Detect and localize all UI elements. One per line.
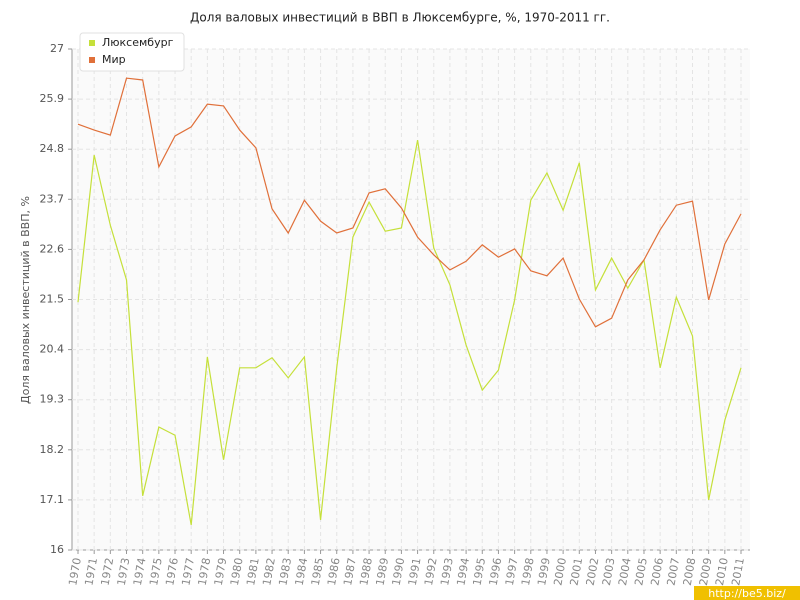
legend-box <box>79 32 185 72</box>
x-tick-label: 1989 <box>373 557 391 587</box>
x-tick-label: 1996 <box>487 557 505 587</box>
x-tick-label: 1985 <box>309 557 327 587</box>
x-tick-label: 1991 <box>406 557 424 587</box>
x-tick-label: 1990 <box>390 557 408 587</box>
x-tick-label: 1988 <box>357 557 375 587</box>
x-tick-label: 1994 <box>454 557 472 587</box>
x-tick-label: 2005 <box>632 557 650 587</box>
y-tick-label: 27 <box>50 42 64 55</box>
x-tick-label: 1973 <box>115 557 133 587</box>
y-tick-label: 22.6 <box>40 242 65 255</box>
x-tick-label: 1993 <box>438 557 456 587</box>
series-line <box>77 139 742 526</box>
x-tick-label: 2007 <box>665 557 683 587</box>
x-tick-label: 1999 <box>535 557 553 587</box>
x-tick-label: 2004 <box>616 557 634 587</box>
x-tick-label: 1976 <box>163 557 181 587</box>
x-tick-label: 1984 <box>293 557 311 587</box>
watermark-bg <box>694 586 800 600</box>
legend-swatch <box>89 57 95 63</box>
x-tick-label: 1974 <box>131 557 149 587</box>
x-tick-label: 1982 <box>260 557 278 587</box>
x-tick-label: 1979 <box>212 557 230 587</box>
x-tick-label: 1986 <box>325 557 343 587</box>
x-tick-label: 2011 <box>729 557 747 587</box>
x-tick-label: 2001 <box>568 557 586 587</box>
x-tick-label: 2008 <box>681 557 699 587</box>
x-tick-label: 2002 <box>584 557 602 587</box>
y-tick-label: 23.7 <box>40 192 65 205</box>
x-tick-label: 1972 <box>99 557 117 587</box>
y-tick-label: 19.3 <box>40 393 65 406</box>
x-tick-label: 1998 <box>519 557 537 587</box>
x-tick-label: 1971 <box>82 557 100 587</box>
watermark: http://be5.biz/ <box>708 587 786 600</box>
x-tick-label: 1977 <box>179 557 197 587</box>
x-tick-label: 2003 <box>600 557 618 587</box>
y-tick-label: 21.5 <box>40 293 65 306</box>
y-tick-label: 16 <box>50 543 64 556</box>
y-tick-label: 17.1 <box>40 493 65 506</box>
x-tick-label: 1995 <box>471 557 489 587</box>
y-axis-label: Доля валовых инвестиций в ВВП, % <box>19 196 32 404</box>
x-tick-label: 2010 <box>713 557 731 587</box>
chart-title: Доля валовых инвестиций в ВВП в Люксембу… <box>190 11 610 25</box>
x-tick-label: 1997 <box>503 557 521 587</box>
x-tick-label: 1980 <box>228 557 246 587</box>
y-tick-label: 25.9 <box>40 92 65 105</box>
y-tick-label: 18.2 <box>40 443 65 456</box>
legend-label: Люксембург <box>102 36 174 49</box>
y-tick-label: 20.4 <box>40 343 65 356</box>
x-tick-label: 1983 <box>276 557 294 587</box>
x-tick-label: 1987 <box>341 557 359 587</box>
x-tick-label: 1992 <box>422 557 440 587</box>
legend-swatch <box>89 40 95 46</box>
x-tick-label: 1981 <box>244 557 262 587</box>
x-tick-label: 2000 <box>551 557 569 587</box>
x-tick-label: 2006 <box>648 557 666 587</box>
series-line <box>77 77 742 328</box>
legend-label: Мир <box>102 53 126 66</box>
x-tick-label: 2009 <box>697 557 715 587</box>
x-tick-label: 1975 <box>147 557 165 587</box>
y-tick-label: 24.8 <box>40 142 65 155</box>
x-tick-label: 1978 <box>196 557 214 587</box>
x-tick-label: 1970 <box>66 557 84 587</box>
